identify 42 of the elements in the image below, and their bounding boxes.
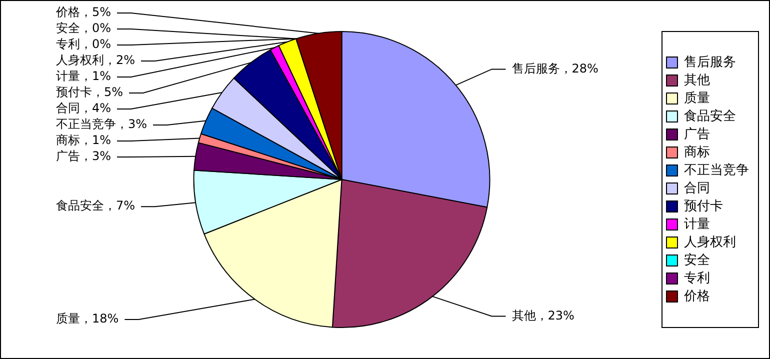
slice-label: 价格 xyxy=(55,5,80,20)
legend-label: 安全 xyxy=(684,252,710,268)
data-label: ，3% xyxy=(116,117,148,132)
legend-label: 预付卡 xyxy=(684,198,723,214)
slice-label: 食品安全 xyxy=(56,198,104,213)
legend-label: 食品安全 xyxy=(684,108,736,124)
legend-label: 商标 xyxy=(684,144,710,160)
data-label: ，5% xyxy=(80,5,112,20)
legend-label: 质量 xyxy=(684,90,710,106)
legend-label: 计量 xyxy=(684,216,710,232)
text: ，0% xyxy=(80,21,112,36)
slice-label: 人身权利 xyxy=(56,53,104,68)
category-label: 安全 xyxy=(56,21,80,36)
data-label: ，4% xyxy=(80,101,112,116)
legend-label: 人身权利 xyxy=(684,234,736,250)
data-label: ，18% xyxy=(80,312,119,326)
legend-label: 不正当竞争 xyxy=(684,162,749,178)
slice-label: 预付卡 xyxy=(56,85,92,100)
slice-label: 其他 xyxy=(512,308,536,322)
legend-label: 售后服务 xyxy=(684,54,736,70)
legend-label: 价格 xyxy=(683,288,710,304)
category-label: 专利 xyxy=(56,37,80,52)
data-label: ，7% xyxy=(104,198,136,213)
legend-label: 合同 xyxy=(684,180,710,196)
slice-label: 质量 xyxy=(56,312,80,326)
data-label: ，1% xyxy=(80,133,112,148)
legend-label: 其他 xyxy=(684,72,710,88)
data-label: ，5% xyxy=(92,85,124,100)
data-label: ，28% xyxy=(560,61,598,76)
slice-label: 售后服务 xyxy=(512,61,560,76)
text: ，0% xyxy=(80,37,112,52)
slice-label: 合同 xyxy=(56,101,80,116)
legend-label: 专利 xyxy=(684,270,710,286)
slice-label: 计量 xyxy=(56,69,80,84)
data-label: ，1% xyxy=(80,69,112,84)
slice-label: 广告 xyxy=(56,149,80,164)
data-label: ，23% xyxy=(536,308,574,322)
data-label: ，2% xyxy=(104,53,136,68)
data-label: ，3% xyxy=(80,149,112,164)
slice-label: 商标 xyxy=(56,133,80,148)
legend-label: 广告 xyxy=(684,126,710,142)
slice-label: 不正当竞争 xyxy=(56,117,116,132)
